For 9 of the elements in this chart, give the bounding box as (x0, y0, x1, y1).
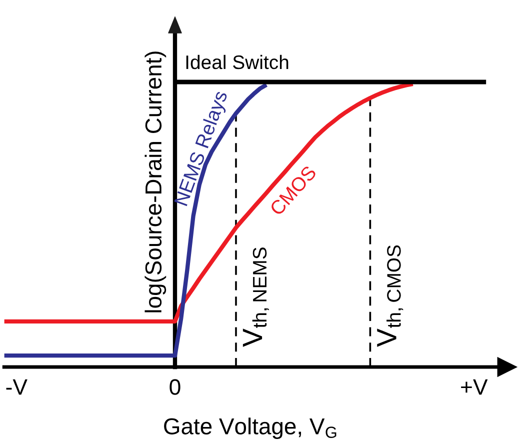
text: NEMS Relays (174, 90, 232, 208)
x-tick-label: 0 (170, 379, 180, 395)
y-axis-title: log(Source-Drain Current) (144, 52, 166, 312)
x-tick-label: +V (461, 379, 488, 395)
annotation: V$_{th,CMOS}$ (377, 245, 404, 347)
series-label: Ideal Switch (186, 54, 288, 70)
annotation: V$_{th,NEMS}$ (242, 248, 269, 347)
x-axis-title: Gate Voltage, V$_{G}$ (164, 418, 336, 439)
x-tick-label: -V (6, 379, 28, 395)
